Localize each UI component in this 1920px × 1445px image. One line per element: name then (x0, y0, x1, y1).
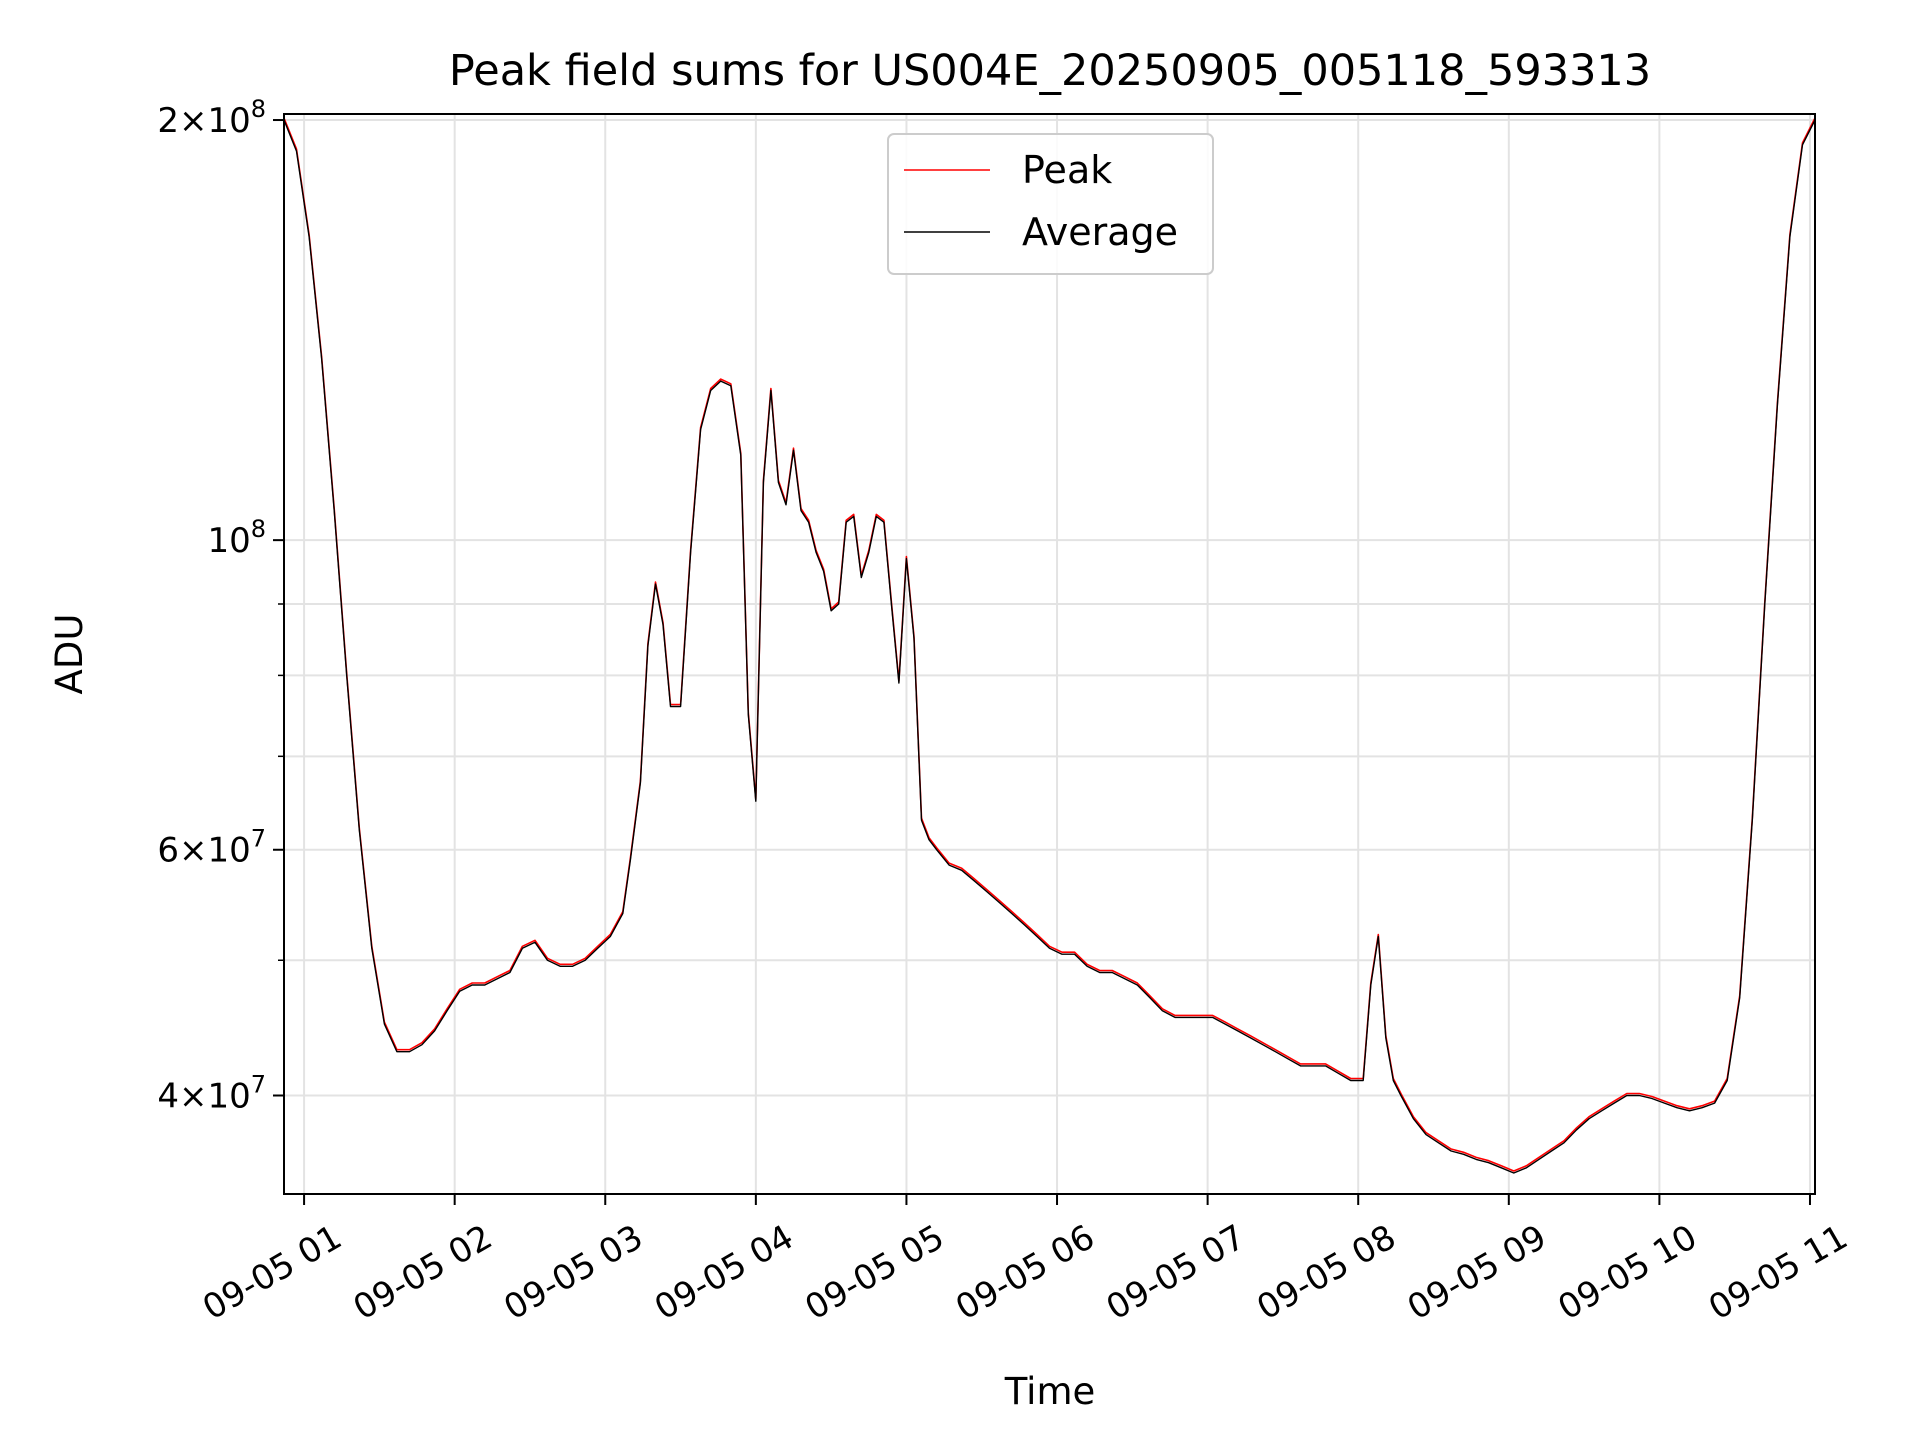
x-tick-label: 09-05 10 (1551, 1217, 1703, 1328)
x-tick-label: 09-05 03 (497, 1217, 649, 1328)
x-tick-label: 09-05 07 (1100, 1217, 1252, 1328)
series-average-line (283, 119, 1816, 1174)
x-tick-label: 09-05 01 (196, 1217, 348, 1328)
x-tick-label: 09-05 08 (1250, 1217, 1402, 1328)
legend-average-label: Average (1022, 210, 1178, 254)
series-layer (283, 117, 1816, 1174)
grid-layer (284, 114, 1815, 1194)
y-axis-label: ADU (48, 614, 91, 695)
y-tick-label: 2×108 (157, 95, 266, 141)
y-tick-label: 6×107 (157, 825, 266, 871)
chart-title: Peak field sums for US004E_20250905_0051… (449, 46, 1651, 96)
legend-peak-label: Peak (1022, 148, 1112, 192)
x-tick-label: 09-05 02 (347, 1217, 499, 1328)
x-tick-label: 09-05 06 (949, 1217, 1101, 1328)
x-axis-label: Time (1004, 1370, 1096, 1413)
x-tick-label: 09-05 09 (1401, 1217, 1553, 1328)
x-tick-label: 09-05 05 (799, 1217, 951, 1328)
legend-box (887, 133, 1214, 275)
y-axis: 4×107 6×107 108 2×108 (157, 95, 284, 1116)
x-tick-label: 09-05 04 (648, 1217, 800, 1328)
plot-frame (283, 113, 1816, 1195)
legend: Peak Average (887, 133, 1214, 275)
series-peak-line (283, 117, 1816, 1172)
y-tick-label: 108 (207, 515, 266, 561)
x-tick-label: 09-05 11 (1702, 1217, 1854, 1328)
y-tick-label: 4×107 (157, 1070, 266, 1116)
